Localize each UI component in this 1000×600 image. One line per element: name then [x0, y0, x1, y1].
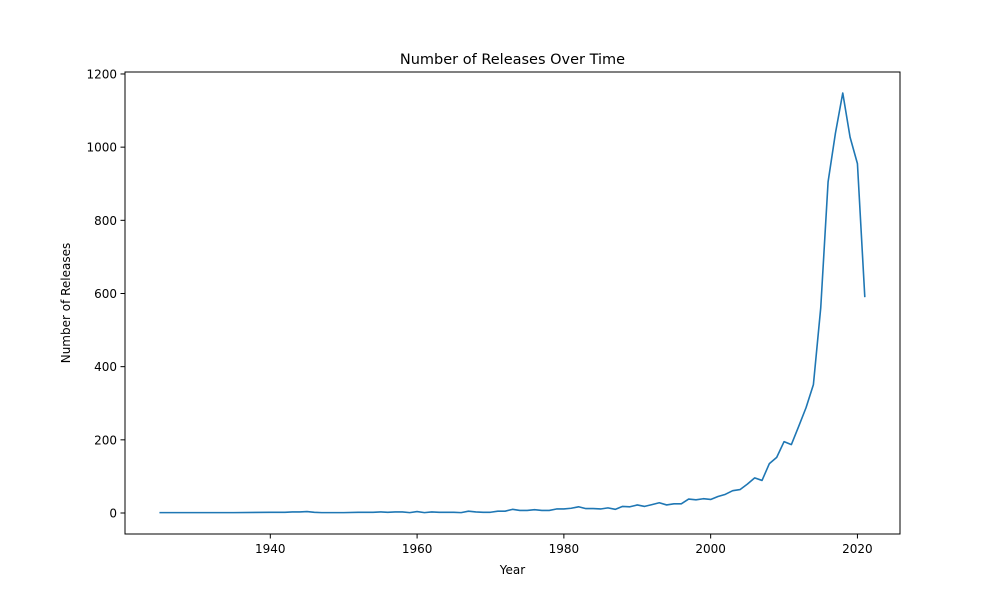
series-layer [159, 92, 866, 514]
releases-series-line [159, 92, 866, 514]
x-tick-label: 1980 [549, 542, 580, 556]
x-tick-label: 2000 [695, 542, 726, 556]
x-axis-label: Year [499, 563, 525, 577]
y-tick-label: 1200 [86, 67, 117, 81]
y-tick-label: 400 [94, 360, 117, 374]
x-axis-ticks: 1940 1960 1980 2000 2020 [255, 534, 873, 556]
x-tick-label: 1960 [402, 542, 433, 556]
y-tick-label: 1000 [86, 141, 117, 155]
plot-area-frame [124, 71, 901, 535]
y-axis-ticks: 0 200 400 600 800 1000 1200 [86, 67, 125, 521]
y-tick-label: 200 [94, 433, 117, 447]
x-tick-label: 2020 [842, 542, 873, 556]
y-axis-label: Number of Releases [59, 243, 73, 364]
chart-title: Number of Releases Over Time [400, 52, 625, 68]
y-tick-label: 800 [94, 214, 117, 228]
y-tick-label: 0 [109, 507, 117, 521]
y-tick-label: 600 [94, 287, 117, 301]
x-tick-label: 1940 [255, 542, 286, 556]
